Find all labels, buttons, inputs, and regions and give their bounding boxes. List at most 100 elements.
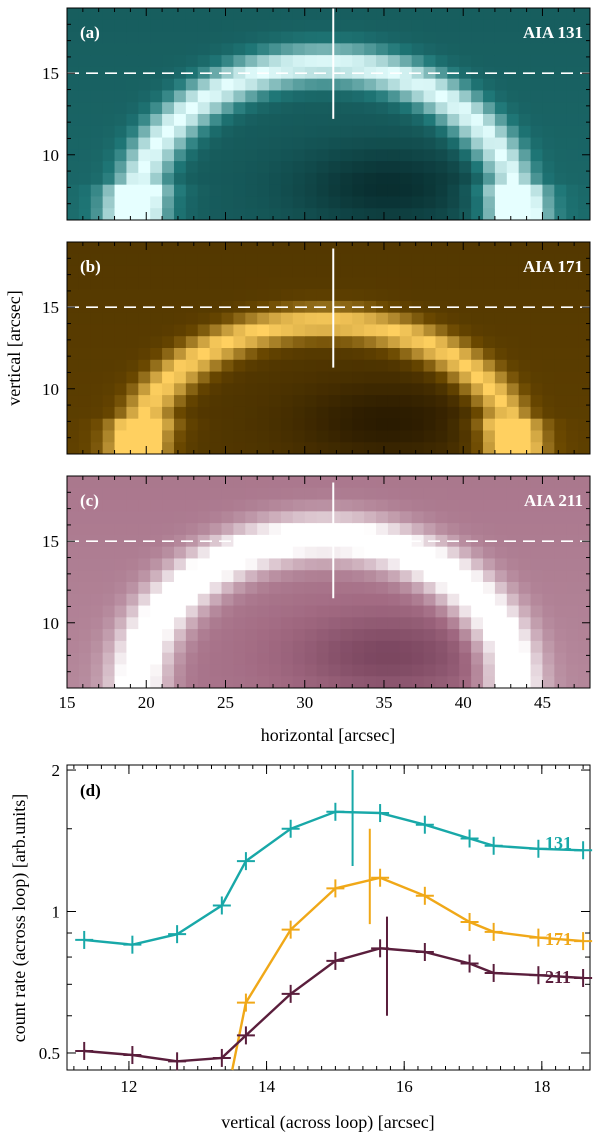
heatmap-cell [245,418,258,432]
heatmap-cell [233,499,246,512]
heatmap-cell [530,31,544,44]
heatmap-cell [494,652,508,666]
heatmap-cell [197,664,211,677]
heatmap-cell [352,312,365,326]
heatmap-cell [221,348,235,361]
heatmap-cell [542,676,555,688]
heatmap-cell [542,418,555,432]
heatmap-cell [542,19,555,33]
heatmap-cell [197,137,211,150]
heatmap-cell [459,114,472,127]
heatmap-cell [542,395,555,408]
heatmap-cell [269,19,282,33]
heatmap-cell [328,371,341,384]
heatmap-cell [67,430,80,443]
heatmap-cell [518,406,532,420]
heatmap-cell [292,125,306,139]
heatmap-cell [483,476,496,489]
heatmap-cell [90,499,104,512]
heatmap-cell [340,511,353,524]
heatmap-cell [316,265,330,278]
heatmap-cell [494,208,508,220]
heatmap-cell [506,605,520,618]
heatmap-cell [376,487,389,501]
heatmap-cell [328,78,341,92]
heatmap-cell [506,558,520,571]
heatmap-cell [471,430,484,443]
heatmap-cell [483,406,496,420]
heatmap-cell [471,582,484,595]
heatmap-cell [411,406,425,420]
heatmap-cell [292,629,306,642]
heatmap-cell [78,487,92,501]
heatmap-cell [269,511,282,524]
heatmap-cell [162,137,175,150]
heatmap-cell [316,511,330,524]
heatmap-cell [185,90,199,103]
heatmap-cell [530,184,544,198]
heatmap-cell [245,359,258,373]
heatmap-cell [185,371,199,384]
heatmap-cell [554,359,567,373]
heatmap-cell [102,395,116,408]
heatmap-cell [483,196,496,209]
heatmap-cell [566,640,579,654]
heatmap-cell [483,523,496,536]
heatmap-cell [376,640,389,654]
heatmap-cell [221,523,235,536]
heatmap-cell [506,253,520,267]
heatmap-cell [209,55,223,68]
heatmap-cell [221,617,235,630]
heatmap-cell [506,161,520,174]
heatmap-cell [447,640,460,654]
heatmap-cell [435,125,448,139]
heatmap-cell [78,664,92,677]
heatmap-cell [566,78,579,92]
heatmap-cell [328,277,341,290]
heatmap-cell [126,78,139,92]
heatmap-cell [126,161,139,174]
heatmap-cell [209,8,223,21]
heatmap-cell [197,442,211,454]
heatmap-cell [447,78,460,92]
heatmap-cell [233,664,246,677]
heatmap-cell [506,570,520,583]
heatmap-cell [280,418,294,432]
heatmap-cell [376,582,389,595]
heatmap-cell [90,149,104,162]
heatmap-cell [578,511,590,524]
heatmap-cell [185,593,199,607]
heatmap-cell [352,277,365,290]
heatmap-cell [387,161,401,174]
heatmap-cell [150,629,163,642]
heatmap-cell [173,383,187,396]
heatmap-cell [578,664,590,677]
heatmap-cell [530,406,544,420]
heatmap-cell [423,208,437,220]
heatmap-cell [304,629,318,642]
heatmap-cell [126,676,139,688]
heatmap-cell [352,395,365,408]
heatmap-cell [245,19,258,33]
heatmap-cell [376,558,389,571]
heatmap-cell [352,418,365,432]
x-tick-label-c: 45 [534,693,551,712]
heatmap-cell [292,102,306,115]
heatmap-cell [162,8,175,21]
heatmap-cell [78,617,92,630]
heatmap-cell [423,558,437,571]
heatmap-cell [447,324,460,337]
heatmap-cell [114,196,128,209]
heatmap-cell [162,499,175,512]
heatmap-cell [423,664,437,677]
heatmap-cell [173,114,187,127]
heatmap-cell [67,348,80,361]
heatmap-cell [506,652,520,666]
heatmap-cell [197,476,211,489]
heatmap-cell [494,558,508,571]
heatmap-cell [316,196,330,209]
heatmap-cell [435,570,448,583]
heatmap-cell [566,570,579,583]
heatmap-cell [459,78,472,92]
heatmap-cell [304,617,318,630]
